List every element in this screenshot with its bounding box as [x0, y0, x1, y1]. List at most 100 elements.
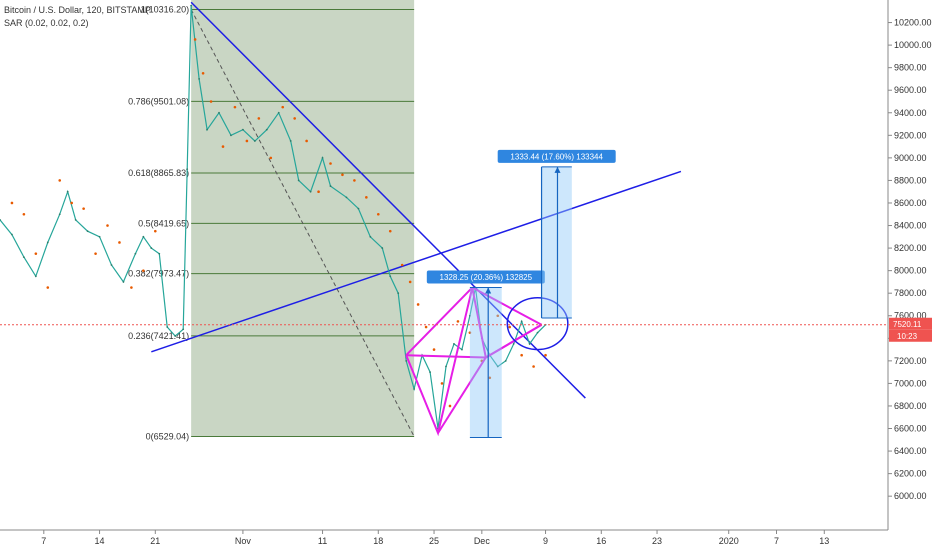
price-point: [66, 190, 69, 193]
price-point: [58, 213, 61, 216]
x-tick-label: 18: [373, 536, 383, 546]
y-tick-label: 8800.00: [894, 175, 927, 185]
harmonic-pattern-leg[interactable]: [485, 323, 543, 359]
sar-dot: [130, 286, 133, 289]
price-point: [142, 235, 145, 238]
y-tick-label: 6200.00: [894, 469, 927, 479]
price-point: [453, 343, 455, 345]
y-tick-label: 9200.00: [894, 130, 927, 140]
measure-callout-label: 1328.25 (20.36%) 132825: [440, 273, 533, 282]
y-tick-label: 9600.00: [894, 85, 927, 95]
harmonic-pattern-leg[interactable]: [437, 356, 487, 434]
x-tick-label: 13: [819, 536, 829, 546]
measure-box[interactable]: [469, 287, 502, 438]
measure-callout: [497, 149, 616, 163]
sar-dot: [488, 376, 492, 380]
measure-box[interactable]: [541, 166, 572, 318]
harmonic-pattern-leg[interactable]: [406, 354, 486, 359]
sar-dot: [257, 117, 261, 120]
sar-dot: [201, 71, 205, 75]
sar-dot: [448, 404, 452, 408]
trendline[interactable]: [190, 1, 586, 399]
sar-dot: [269, 156, 273, 160]
fib-level-label: 0.786(9501.08): [128, 96, 189, 106]
x-tick-label: 23: [652, 536, 662, 546]
harmonic-pattern-leg[interactable]: [471, 286, 543, 326]
sar-dot: [58, 179, 62, 182]
sar-dot: [154, 229, 157, 233]
countdown-tag-label: 10:23: [897, 332, 918, 341]
y-tick-label: 9000.00: [894, 153, 927, 163]
chart-legend: Bitcoin / U.S. Dollar, 120, BITSTAMP SAR…: [4, 4, 151, 30]
price-point: [536, 331, 539, 334]
ellipse-annotation[interactable]: [506, 296, 569, 351]
price-point: [134, 252, 137, 255]
y-tick-label: 7600.00: [894, 311, 927, 321]
sar-dot: [10, 201, 14, 205]
indicator-label: SAR (0.02, 0.02, 0.2): [4, 18, 89, 28]
measure-arrow-head: [554, 166, 561, 173]
price-point: [198, 78, 201, 80]
symbol-title: Bitcoin / U.S. Dollar, 120, BITSTAMP: [4, 5, 151, 15]
price-point: [98, 235, 101, 238]
sar-dot: [142, 269, 145, 272]
price-point: [461, 348, 463, 351]
price-point: [496, 365, 499, 368]
sar-dot: [245, 139, 249, 143]
y-tick-label: 6800.00: [894, 401, 927, 411]
price-point: [242, 128, 244, 131]
price-point: [413, 388, 416, 390]
price-point: [397, 292, 400, 295]
x-tick-label: 7: [41, 536, 46, 546]
sar-dot: [424, 325, 428, 329]
y-tick-label: 8400.00: [894, 221, 927, 231]
x-tick-label: Dec: [474, 536, 491, 546]
y-tick-label: 6000.00: [894, 491, 927, 501]
price-point: [86, 230, 89, 233]
price-point: [166, 326, 169, 328]
sar-dot: [456, 320, 460, 323]
price-point: [22, 256, 25, 259]
sar-dot: [34, 252, 38, 256]
price-point: [74, 218, 77, 221]
sar-dot: [376, 212, 380, 216]
sar-dot: [432, 348, 436, 351]
sar-dot: [46, 286, 50, 289]
fib-level-label: 0.236(7421.41): [128, 331, 189, 341]
y-tick-label: 10000.00: [894, 40, 932, 50]
price-point: [230, 134, 232, 137]
price-point: [289, 140, 292, 142]
sar-dot: [408, 280, 412, 284]
fib-level-label: 0.5(8419.65): [138, 218, 189, 228]
price-point: [329, 185, 332, 187]
fib-diagonal-dashed-line[interactable]: [190, 9, 415, 437]
price-point: [504, 359, 507, 362]
price-point: [150, 247, 153, 249]
sar-dot: [400, 263, 404, 267]
y-tick-label: 6400.00: [894, 446, 927, 456]
x-tick-label: 21: [150, 536, 160, 546]
sar-dot: [496, 314, 500, 318]
sar-dot: [82, 207, 85, 210]
sar-dot: [209, 100, 213, 103]
y-tick-label: 7000.00: [894, 378, 927, 388]
trendline[interactable]: [151, 170, 682, 353]
x-tick-label: 11: [318, 536, 327, 546]
measure-callout: [426, 270, 545, 284]
y-tick-label: 6600.00: [894, 424, 927, 434]
x-tick-label: 7: [774, 536, 779, 546]
y-tick-label: 7800.00: [894, 288, 927, 298]
x-tick-label: 25: [429, 536, 439, 546]
price-point: [186, 168, 189, 171]
measure-callout-label: 1333.44 (17.60%) 133344: [510, 152, 603, 161]
y-tick-label: 8000.00: [894, 266, 927, 276]
price-point: [321, 156, 324, 159]
price-point: [512, 343, 515, 345]
fib-level-label: 0.618(8865.83): [128, 168, 189, 178]
price-point: [389, 275, 392, 278]
last-price-tag-label: 7520.11: [893, 320, 922, 329]
price-point: [297, 179, 300, 182]
harmonic-pattern-leg[interactable]: [405, 286, 473, 356]
last-price-tag: [889, 317, 932, 330]
